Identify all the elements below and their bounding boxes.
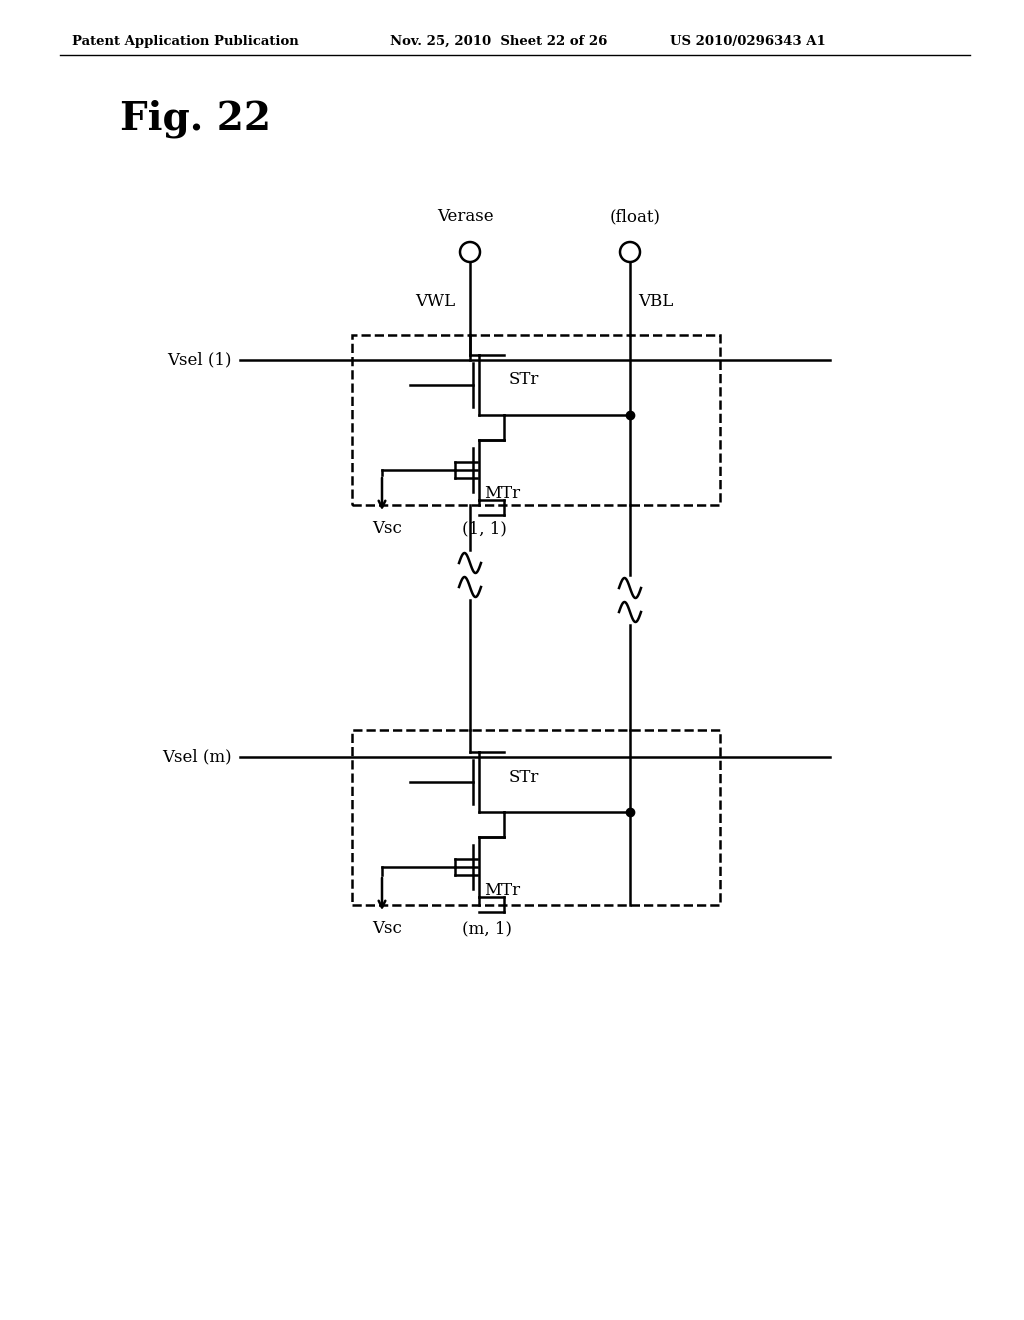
Text: VWL: VWL	[415, 293, 455, 310]
Text: MTr: MTr	[484, 484, 520, 502]
Text: US 2010/0296343 A1: US 2010/0296343 A1	[670, 36, 825, 48]
Text: STr: STr	[509, 768, 540, 785]
Text: Verase: Verase	[436, 209, 494, 224]
Text: STr: STr	[509, 371, 540, 388]
Text: Nov. 25, 2010  Sheet 22 of 26: Nov. 25, 2010 Sheet 22 of 26	[390, 36, 607, 48]
Text: Vsc: Vsc	[372, 520, 401, 537]
Text: Vsel (m): Vsel (m)	[163, 748, 232, 766]
Text: (float): (float)	[609, 209, 660, 224]
Text: Fig. 22: Fig. 22	[120, 100, 271, 139]
Text: (m, 1): (m, 1)	[462, 920, 512, 937]
Text: (1, 1): (1, 1)	[462, 520, 507, 537]
Text: VBL: VBL	[638, 293, 673, 310]
Text: Vsel (1): Vsel (1)	[168, 351, 232, 368]
Bar	[352, 730, 720, 906]
Text: Patent Application Publication: Patent Application Publication	[72, 36, 299, 48]
Text: MTr: MTr	[484, 882, 520, 899]
Bar	[352, 335, 720, 506]
Text: Vsc: Vsc	[372, 920, 401, 937]
